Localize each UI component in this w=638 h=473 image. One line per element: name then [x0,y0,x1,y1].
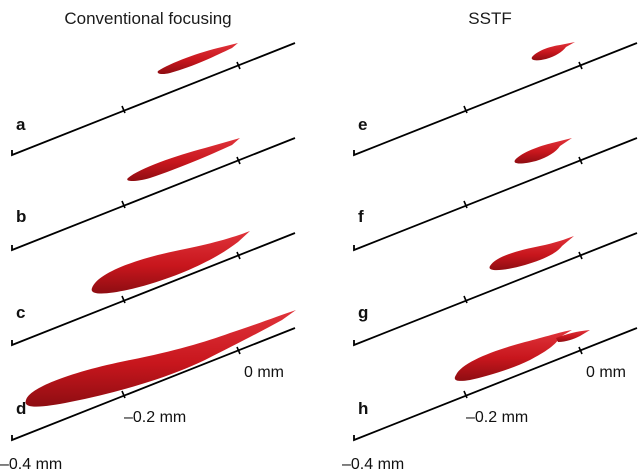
tick-mid-a [121,105,126,114]
scale-label-zero-left: 0 mm [244,364,284,381]
panel-label-f: f [358,207,364,226]
panel-e: e [353,42,638,157]
tick-mid-h [463,390,468,399]
tick-zero-e [578,61,583,70]
panel-label-d: d [16,399,26,418]
tick-zero-f [578,156,583,165]
axis-line-g [353,232,638,347]
tick-mid-e [463,105,468,114]
scale-label-zero-right: 0 mm [586,364,626,381]
volume-h-tail [556,330,590,342]
panel-label-e: e [358,115,367,134]
panel-label-b: b [16,207,26,226]
tick-mid-c [121,295,126,304]
axis-line-a [11,42,296,157]
axis-line-b [11,137,296,252]
tick-zero-c [236,251,241,260]
axis-line-h [353,327,638,442]
axis-line-d [11,327,296,442]
axis-line-e [353,42,638,157]
axis-line-f [353,137,638,252]
panel-label-a: a [16,115,26,134]
volume-a [157,43,238,75]
tick-mid-f [463,200,468,209]
volume-e [531,42,575,61]
tick-zero-h [578,346,583,355]
tick-zero-d [236,346,241,355]
panel-c: c [11,231,296,347]
panel-d: d [11,310,297,442]
scale-label-mid-left: –0.2 mm [124,409,186,426]
tick-mid-g [463,295,468,304]
tick-zero-b [236,156,241,165]
tick-zero-a [236,61,241,70]
volume-c [91,231,250,294]
panel-label-h: h [358,399,368,418]
panel-h: h [353,327,638,442]
tick-zero-g [578,251,583,260]
tick-mid-b [121,200,126,209]
scale-label-far-right: –0.4 mm [342,456,404,473]
scale-label-mid-right: –0.2 mm [466,409,528,426]
scale-label-far-left: –0.4 mm [0,456,62,473]
volume-d [25,310,297,407]
left-column-title: Conventional focusing [64,9,231,28]
panel-g: g [353,232,638,347]
panel-a: a [11,42,296,157]
panel-b: b [11,137,296,252]
panel-label-g: g [358,303,368,322]
panel-f: f [353,137,638,252]
volume-h [454,330,572,381]
volume-f [514,138,572,164]
panel-label-c: c [16,303,25,322]
volume-g [489,236,574,271]
volume-b [127,138,240,181]
tick-mid-d [121,390,126,399]
right-column-title: SSTF [468,9,511,28]
axis-line-c [11,232,296,347]
